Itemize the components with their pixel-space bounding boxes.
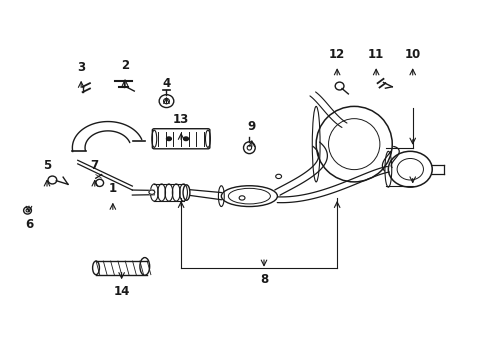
Text: 10: 10 [404, 48, 420, 61]
Text: 14: 14 [113, 285, 129, 298]
Circle shape [149, 190, 155, 194]
Circle shape [275, 174, 281, 179]
Text: 9: 9 [247, 120, 255, 133]
Text: 7: 7 [91, 159, 99, 172]
Text: 13: 13 [173, 113, 189, 126]
Text: 3: 3 [77, 60, 85, 73]
Circle shape [239, 196, 244, 200]
Text: 4: 4 [162, 77, 170, 90]
Circle shape [166, 137, 171, 140]
Text: 5: 5 [43, 159, 51, 172]
Circle shape [183, 137, 188, 140]
Text: 8: 8 [259, 273, 267, 286]
Text: 2: 2 [121, 59, 129, 72]
Text: 1: 1 [108, 183, 117, 195]
Text: 12: 12 [328, 48, 345, 61]
Text: 6: 6 [25, 218, 33, 231]
Text: 11: 11 [367, 48, 384, 61]
